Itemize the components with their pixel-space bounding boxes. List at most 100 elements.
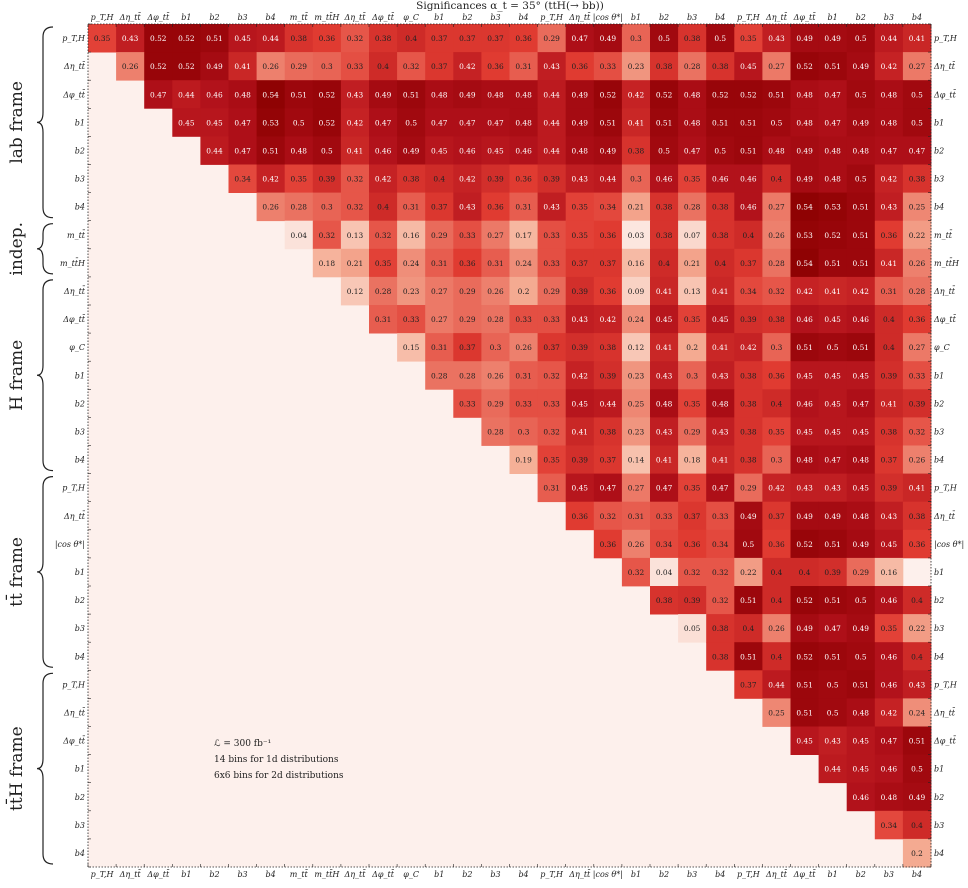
- heatmap-cell: [650, 389, 679, 418]
- cell-value-label: 0.43: [572, 315, 589, 324]
- cell-value-label: 0.42: [262, 175, 278, 184]
- cell-value-label: 0.5: [742, 540, 754, 549]
- heatmap-cell: [593, 136, 623, 165]
- heatmap-cell: [902, 529, 932, 559]
- cell-value-label: 0.35: [572, 231, 589, 240]
- top-tick-label: b4: [912, 13, 922, 22]
- cell-value-label: 0.41: [572, 427, 588, 436]
- heatmap-cell: [172, 80, 201, 109]
- heatmap-cell: [706, 445, 735, 474]
- heatmap-cell: [678, 333, 707, 362]
- cell-value-label: 0.18: [684, 456, 701, 465]
- cell-value-label: 0.47: [234, 146, 251, 155]
- heatmap-cell: [593, 473, 623, 503]
- heatmap-cell: [453, 389, 482, 418]
- cell-value-label: 0.39: [543, 175, 560, 184]
- heatmap-cell: [340, 248, 370, 278]
- heatmap-cell: [312, 136, 342, 165]
- cell-value-label: 0.48: [853, 456, 870, 465]
- cell-value-label: 0.49: [796, 34, 813, 43]
- heatmap-cell: [144, 52, 173, 81]
- heatmap-cell: [593, 108, 623, 137]
- heatmap-cell: [425, 305, 454, 334]
- cell-value-label: 0.43: [881, 203, 898, 212]
- heatmap-cell: [509, 445, 538, 474]
- heatmap-cell: [453, 108, 482, 137]
- cell-value-label: 0.38: [740, 427, 757, 436]
- cell-value-label: 0.39: [572, 456, 589, 465]
- right-tick-label: b3: [934, 427, 944, 436]
- right-tick-label: p_T,H: [934, 680, 958, 689]
- bottom-tick-label: b3: [490, 870, 500, 879]
- heatmap-cell: [397, 305, 426, 334]
- cell-value-label: 0.52: [796, 652, 812, 661]
- group-label: H frame: [7, 340, 27, 411]
- heatmap-cell: [369, 220, 398, 250]
- cell-value-label: 0.52: [178, 62, 194, 71]
- cell-value-label: 0.38: [656, 203, 673, 212]
- cell-value-label: 0.38: [712, 652, 729, 661]
- top-tick-label: |cos θ*|: [593, 13, 623, 22]
- heatmap-cell: [200, 52, 229, 81]
- cell-value-label: 0.45: [824, 427, 841, 436]
- top-tick-label: b3: [490, 13, 500, 22]
- heatmap-cell: [846, 164, 876, 193]
- cell-value-label: 0.4: [658, 259, 670, 268]
- heatmap-cell: [228, 108, 257, 137]
- heatmap-cell: [172, 24, 201, 53]
- cell-value-label: 0.45: [853, 737, 870, 746]
- cell-value-label: 0.41: [881, 259, 897, 268]
- heatmap-cell: [818, 445, 848, 474]
- cell-value-label: 0.12: [628, 343, 644, 352]
- cell-value-label: 0.37: [740, 680, 757, 689]
- cell-value-label: 0.51: [796, 708, 812, 717]
- cell-value-label: 0.47: [824, 90, 841, 99]
- cell-value-label: 0.43: [459, 203, 476, 212]
- cell-value-label: 0.45: [853, 427, 870, 436]
- heatmap-cell: [144, 24, 173, 53]
- cell-value-label: 0.48: [768, 146, 785, 155]
- cell-value-label: 0.37: [431, 203, 448, 212]
- heatmap-cell: [818, 670, 848, 699]
- heatmap-cell: [734, 389, 763, 418]
- heatmap-cell: [565, 389, 595, 418]
- heatmap-cell: [790, 501, 819, 531]
- heatmap-cell: [818, 557, 848, 587]
- heatmap-cell: [340, 164, 370, 193]
- heatmap-cell: [762, 136, 791, 165]
- heatmap-cell: [340, 52, 370, 81]
- heatmap-cell: [790, 445, 819, 474]
- cell-value-label: 0.41: [347, 146, 363, 155]
- heatmap-cell: [902, 838, 932, 868]
- heatmap-cell: [790, 24, 819, 53]
- cell-value-label: 0.42: [572, 371, 588, 380]
- cell-value-label: 0.5: [293, 118, 305, 127]
- cell-value-label: 0.27: [431, 315, 448, 324]
- heatmap-cell: [762, 248, 791, 278]
- cell-value-label: 0.52: [600, 90, 616, 99]
- heatmap-cell: [537, 80, 567, 109]
- bottom-tick-label: |cos θ*|: [593, 870, 623, 879]
- heatmap-cell: [734, 108, 763, 137]
- cell-value-label: 0.42: [375, 175, 391, 184]
- cell-value-label: 0.22: [909, 624, 925, 633]
- heatmap-cells: 0.35 0.43 0.52 0.52 0.51 0.45 0.44 0.38 0.36 0.32…: [88, 24, 932, 868]
- heatmap-cell: [369, 136, 398, 165]
- bottom-tick-label: b1: [631, 870, 641, 879]
- heatmap-cell: [874, 473, 904, 503]
- cell-value-label: 0.48: [291, 146, 308, 155]
- heatmap-cell: [762, 445, 791, 474]
- top-tick-label: b4: [266, 13, 276, 22]
- heatmap-cell: [818, 614, 848, 643]
- cell-value-label: 0.51: [262, 146, 278, 155]
- heatmap-cell: [369, 52, 398, 81]
- cell-value-label: 0.48: [796, 118, 813, 127]
- heatmap-cell: [650, 80, 679, 109]
- right-tick-label: b4: [934, 456, 944, 465]
- heatmap-cell: [425, 276, 454, 306]
- cell-value-label: 0.43: [909, 680, 926, 689]
- cell-value-label: 0.43: [881, 512, 898, 521]
- heatmap-cell: [481, 333, 510, 362]
- cell-value-label: 0.41: [656, 343, 672, 352]
- heatmap-cell: [902, 810, 932, 840]
